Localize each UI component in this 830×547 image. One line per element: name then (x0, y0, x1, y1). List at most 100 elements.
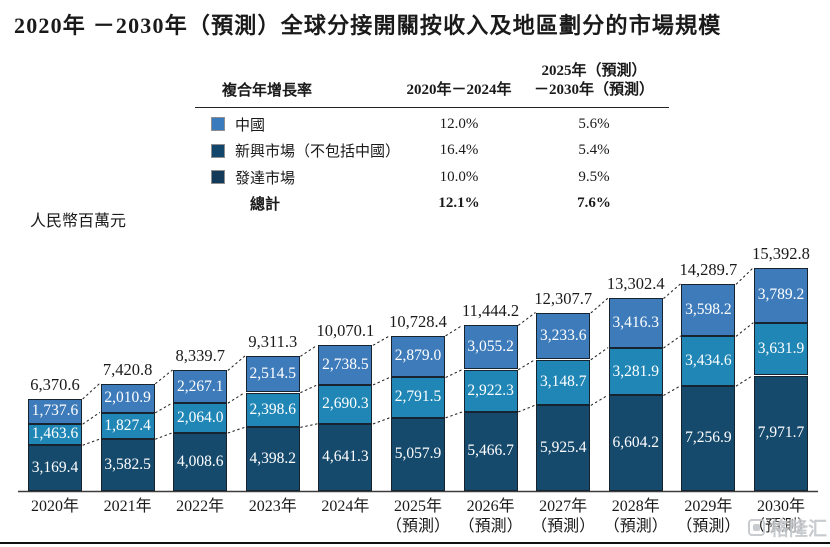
developed-cagr-2020-2024: 10.0% (439, 168, 479, 185)
connector-dotted-line (590, 394, 609, 406)
header-period-2025-2030-line1: 2025年（預測） (541, 63, 647, 79)
bar-segment-developed: 5,057.9 (391, 417, 445, 491)
connector-dotted-line (82, 438, 101, 446)
total-cagr-2020-2024: 12.1% (438, 195, 480, 212)
bar-segment-value: 2,064.0 (176, 408, 224, 426)
bar-segment-value: 3,434.6 (685, 351, 732, 369)
x-axis-label: 2027年 （預測） (531, 498, 596, 535)
connector-dotted-line (372, 417, 391, 425)
connector-dotted-line (82, 382, 101, 400)
bar-segment-value: 1,737.6 (31, 402, 79, 420)
connector-dotted-line (735, 374, 754, 387)
x-axis-label: 2026年 （預測） (458, 498, 523, 535)
connector-dotted-line (735, 322, 754, 337)
emerging-cagr-2020-2024: 16.4% (439, 142, 479, 159)
bar-total-label: 13,302.4 (606, 274, 665, 294)
bar-total-label: 9,311.3 (248, 332, 298, 352)
bar-segment-value: 2,791.5 (394, 388, 442, 406)
gelonghui-watermark: 格隆汇 (747, 514, 827, 541)
connector-dotted-line (445, 368, 464, 378)
bar-segment-value: 3,148.7 (539, 373, 587, 391)
connector-dotted-line (155, 432, 173, 440)
bar-segment-china: 3,416.3 (608, 298, 663, 348)
connector-dotted-line (590, 347, 609, 361)
legend-row-china: 中國 12.0% 5.6% (195, 111, 669, 138)
bar-segment-emerging: 2,064.0 (173, 403, 228, 433)
connector-dotted-line (735, 267, 754, 285)
connector-dotted-line (227, 391, 246, 404)
bar-segment-value: 2,514.5 (249, 365, 297, 383)
developed-markets-legend-swatch-icon (211, 170, 225, 185)
bar-segment-developed: 4,641.3 (318, 423, 373, 491)
bar-segment-emerging: 2,922.3 (463, 369, 518, 412)
bar-total-label: 10,070.1 (316, 321, 375, 341)
bar-segment-value: 3,631.9 (757, 340, 805, 358)
cagr-table-header: 複合年增長率 2020年－2024年 2025年（預測） －2030年（預測） (195, 62, 669, 108)
page-title: 2020年 －2030年（預測）全球分接開關按收入及地區劃分的市場規模 (14, 13, 722, 38)
connector-dotted-line (445, 411, 464, 419)
connector-dotted-line (155, 369, 173, 385)
y-axis-unit-label: 人民幣百萬元 (30, 213, 127, 230)
x-axis-label: 2022年 (176, 498, 225, 515)
bar-segment-china: 3,598.2 (681, 284, 736, 337)
bar-segment-value: 2,879.0 (394, 347, 442, 365)
legend-label-china: 中國 (235, 117, 266, 134)
header-period-2025-2030-line2: －2030年（預測） (533, 82, 654, 98)
bar-segment-value: 2,398.6 (249, 400, 297, 418)
emerging-markets-legend-swatch-icon (211, 143, 225, 158)
bar-total-label: 7,420.8 (102, 359, 153, 379)
x-axis-label: 2021年 (103, 498, 152, 515)
bar-segment-emerging: 2,791.5 (391, 377, 445, 418)
bar-segment-emerging: 3,148.7 (536, 359, 591, 406)
legend-row-total: 總計 12.1% 7.6% (195, 191, 669, 218)
bar-total-label: 6,370.6 (30, 374, 80, 394)
bar-segment-developed: 4,398.2 (245, 427, 300, 491)
bar-segment-developed: 6,604.2 (608, 395, 663, 491)
bar-segment-value: 2,267.1 (176, 377, 224, 395)
bar-segment-china: 3,789.2 (754, 268, 808, 323)
bar-segment-value: 4,641.3 (322, 448, 369, 466)
x-axis-label: 2030年 （預測） (748, 498, 814, 535)
bar-total-label: 12,307.7 (534, 288, 593, 308)
bar-segment-value: 5,057.9 (394, 445, 442, 463)
bar-segment-value: 2,922.3 (467, 381, 514, 399)
header-period-2020-2024: 2020年－2024年 (406, 82, 512, 98)
connector-dotted-line (227, 355, 246, 371)
bar-segment-emerging: 2,398.6 (245, 392, 300, 428)
bar-segment-developed: 4,008.6 (173, 432, 228, 491)
bar-segment-china: 2,267.1 (173, 370, 228, 403)
connector-dotted-line (372, 376, 391, 386)
connector-dotted-line (518, 312, 536, 326)
china-cagr-2020-2024: 12.0% (439, 115, 479, 132)
china-legend-swatch-icon (211, 117, 225, 132)
bar-segment-developed: 7,971.7 (754, 375, 808, 491)
bar-segment-value: 3,233.6 (539, 327, 587, 345)
bar-segment-emerging: 3,434.6 (681, 336, 736, 386)
bar-segment-value: 3,281.9 (612, 362, 660, 380)
total-cagr-2025-2030: 7.6% (577, 195, 611, 212)
bar-segment-value: 2,690.3 (322, 395, 369, 413)
bar-segment-value: 7,971.7 (757, 424, 805, 442)
watermark-logo-icon (747, 519, 765, 536)
bar-total-label: 8,339.7 (175, 346, 225, 366)
bar-total-label: 14,289.7 (679, 260, 738, 279)
bar-segment-value: 3,169.4 (31, 459, 79, 477)
legend-row-developed-markets: 發達市場 10.0% 9.5% (195, 164, 669, 191)
x-axis-label: 2024年 (321, 498, 370, 515)
x-axis-label: 2025年 （預測） (385, 498, 451, 535)
connector-dotted-line (663, 335, 681, 349)
connector-dotted-line (82, 412, 101, 425)
total-label: 總計 (250, 197, 281, 214)
legend-label-emerging-markets: 新興市場（不包括中國） (235, 144, 401, 161)
bar-segment-value: 4,398.2 (249, 450, 297, 468)
bar-segment-developed: 3,582.5 (100, 439, 155, 491)
bar-segment-emerging: 2,690.3 (318, 384, 373, 424)
bar-segment-value: 3,055.2 (467, 338, 514, 356)
bar-segment-china: 3,233.6 (536, 312, 591, 360)
bar-segment-value: 5,466.7 (467, 442, 514, 460)
x-axis-label: 2029年 （預測） (676, 498, 741, 535)
bar-segment-china: 2,514.5 (245, 356, 300, 393)
bar-total-label: 15,392.8 (752, 244, 810, 263)
bar-segment-china: 2,879.0 (391, 335, 445, 378)
